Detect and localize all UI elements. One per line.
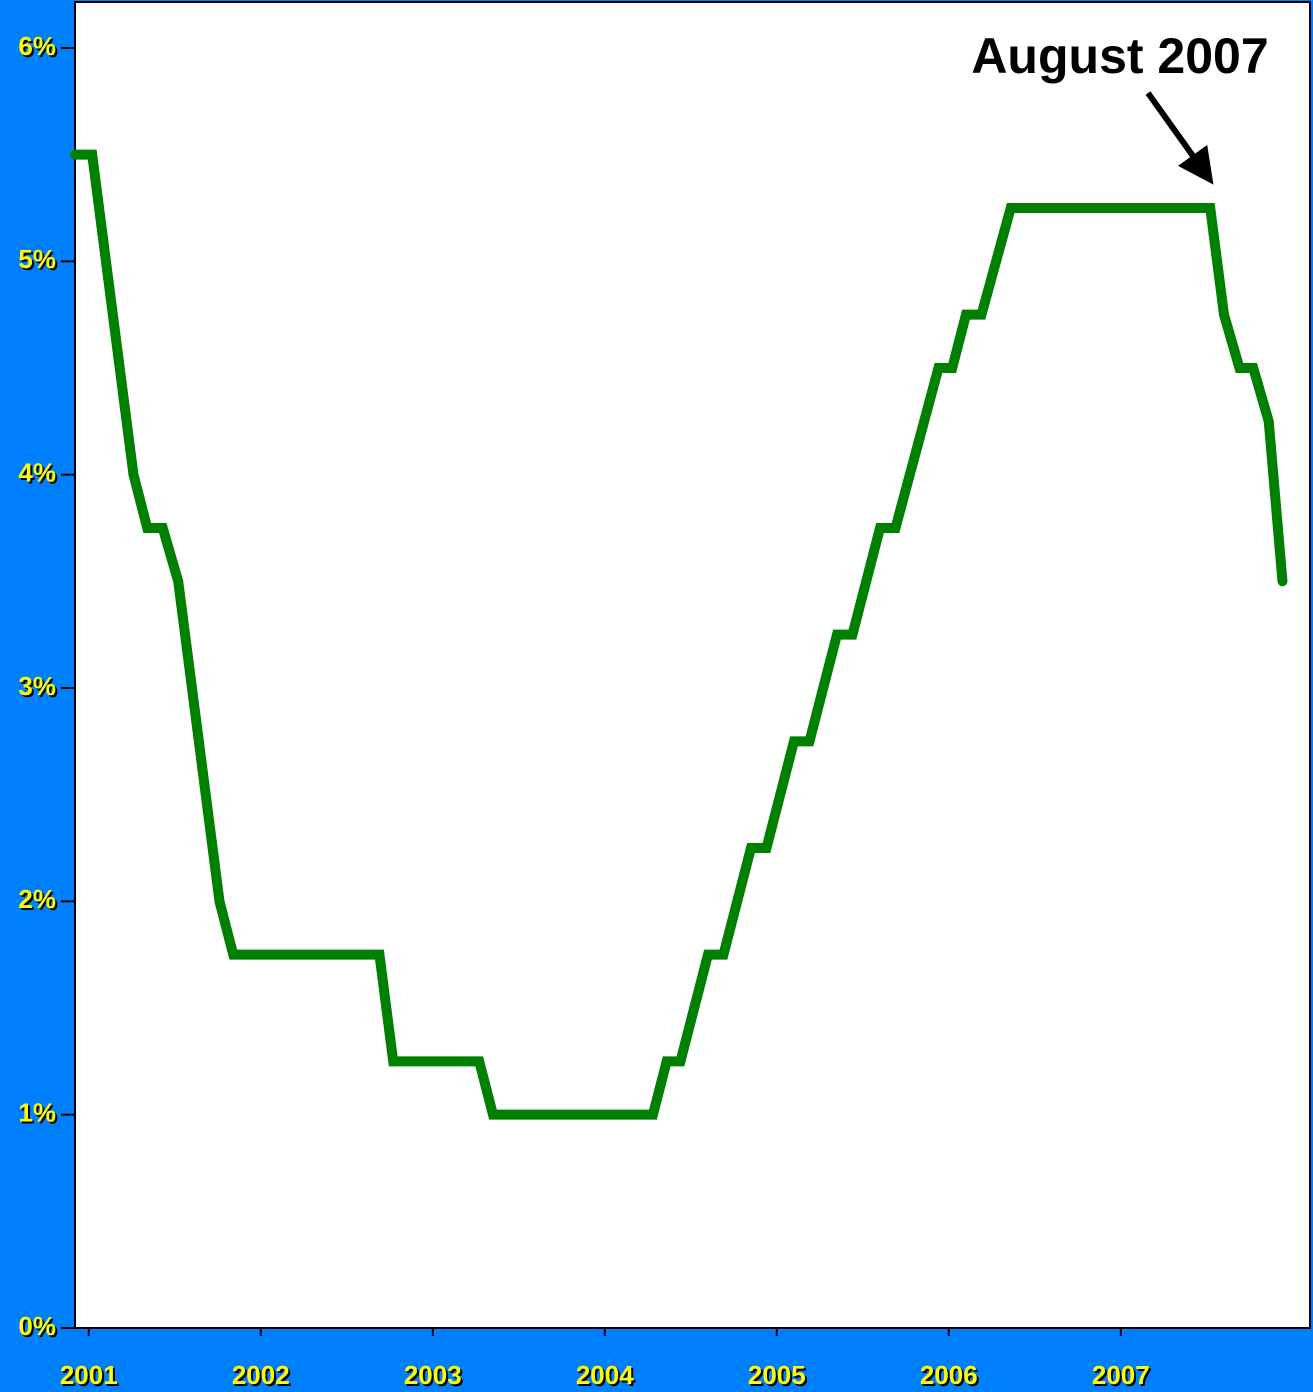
y-tick-label: 4% [18,458,56,488]
x-tick-label: 2001 [60,1360,118,1390]
x-tick-label: 2003 [404,1360,462,1390]
y-tick-label: 1% [18,1098,56,1128]
y-tick-label: 5% [18,244,56,274]
x-tick-label: 2005 [748,1360,806,1390]
x-tick-label: 2004 [576,1360,634,1390]
rate-line [70,149,1288,1120]
plot-area [74,1,1311,1329]
x-tick-label: 2002 [232,1360,290,1390]
annotation-arrow [1145,91,1214,185]
x-tick-label: 2007 [1092,1360,1150,1390]
y-tick-label: 6% [18,31,56,61]
annotation: August 2007 [971,28,1268,84]
y-tick-label: 0% [18,1311,56,1341]
x-tick-label: 2006 [920,1360,978,1390]
y-tick-label: 2% [18,884,56,914]
y-tick-label: 3% [18,671,56,701]
